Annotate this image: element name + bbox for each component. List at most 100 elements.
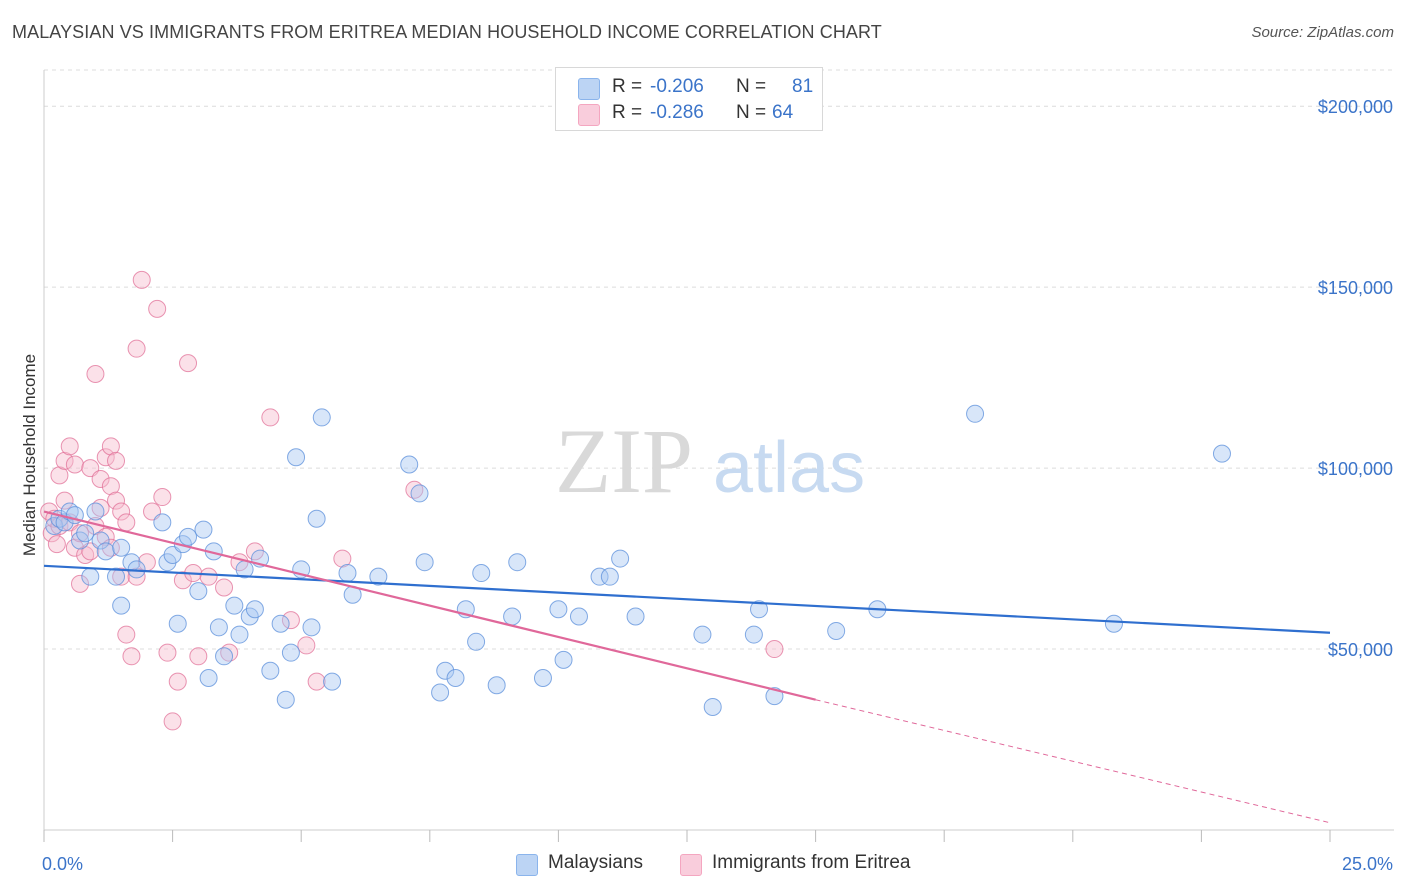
eritrea-point (117, 625, 136, 644)
eritrea-point (307, 672, 326, 691)
x-tick-label: 0.0% (42, 854, 83, 874)
malaysian-point (827, 621, 846, 640)
eritrea-trend-line (43, 510, 816, 701)
eritrea-point (47, 535, 66, 554)
watermark-atlas: atlas (713, 428, 865, 508)
malaysian-point (400, 455, 419, 474)
eritrea-point (55, 491, 74, 510)
eritrea-point (127, 339, 146, 358)
eritrea-point (158, 643, 177, 662)
eritrea-point (220, 643, 239, 662)
eritrea-point (405, 480, 424, 499)
malaysian-point (302, 618, 321, 637)
malaysian-point (410, 484, 429, 503)
malaysian-point (112, 596, 131, 615)
eritrea-point (42, 524, 61, 543)
malaysian-point (323, 672, 342, 691)
eritrea-point (132, 270, 151, 289)
bottom-legend-label-eritrea: Immigrants from Eritrea (712, 852, 911, 873)
eritrea-point (96, 527, 115, 546)
eritrea-point (96, 448, 115, 467)
malaysian-point (76, 524, 95, 543)
malaysian-point (554, 650, 573, 669)
eritrea-point (101, 538, 120, 557)
trend-lines (43, 510, 1331, 824)
malaysian-point (91, 531, 110, 550)
malaysian-point (281, 643, 300, 662)
malaysian-point (86, 502, 105, 521)
legend-n-value: 64 (772, 102, 794, 123)
malaysian-point (487, 676, 506, 695)
y-tick-label: $50,000 (1328, 640, 1393, 660)
stats-legend: R = -0.206 N = 81 R = -0.286 N = 64 (555, 67, 823, 131)
eritrea-point (60, 437, 79, 456)
malaysian-point (96, 542, 115, 561)
eritrea-trend-extension (815, 699, 1331, 824)
eritrea-point (117, 513, 136, 532)
malaysian-point (446, 669, 465, 687)
malaysian-point (194, 520, 213, 539)
malaysian-point (107, 567, 126, 586)
eritrea-point (173, 571, 192, 590)
legend-r-label: R = (612, 76, 643, 97)
eritrea-point (91, 469, 110, 488)
malaysian-point (693, 625, 712, 644)
malaysian-point (153, 513, 172, 532)
eritrea-point (189, 647, 208, 666)
malaysian-point (276, 690, 295, 709)
malaysian-point (287, 448, 306, 467)
series-malaysians-points (45, 404, 1231, 716)
eritrea-point (281, 611, 300, 630)
eritrea-point (127, 567, 146, 586)
eritrea-point (168, 672, 187, 691)
eritrea-point (163, 712, 182, 731)
malaysian-point (467, 632, 486, 651)
malaysian-point (338, 564, 357, 583)
eritrea-point (148, 299, 167, 318)
malaysian-point (472, 564, 491, 583)
legend-n-label: N = (736, 102, 767, 123)
x-tick-label: 25.0% (1342, 854, 1393, 874)
legend-swatch-eritrea (578, 104, 600, 126)
malaysian-point (1212, 444, 1231, 463)
y-tick-label: $100,000 (1318, 459, 1393, 479)
malaysian-point (590, 567, 609, 586)
malaysian-point (199, 669, 218, 687)
malaysian-point (415, 553, 434, 572)
malaysian-point (750, 600, 769, 619)
malaysians-trend-line (43, 564, 1331, 634)
malaysian-point (245, 600, 264, 619)
legend-r-value: -0.286 (650, 102, 704, 123)
eritrea-point (333, 549, 352, 568)
eritrea-point (76, 545, 95, 564)
eritrea-point (199, 567, 218, 586)
malaysian-point (626, 607, 645, 626)
malaysian-point (112, 538, 131, 557)
eritrea-point (765, 640, 784, 659)
legend-r-label: R = (612, 102, 643, 123)
watermark-zip: ZIP (555, 410, 693, 512)
axes (43, 70, 1394, 842)
malaysian-point (744, 625, 763, 644)
source-label: Source: ZipAtlas.com (1251, 24, 1394, 41)
malaysian-point (508, 553, 527, 572)
eritrea-point (112, 502, 131, 521)
legend-n-value: 81 (792, 76, 814, 97)
malaysian-point (436, 661, 455, 680)
eritrea-point (107, 491, 126, 510)
chart-title: MALAYSIAN VS IMMIGRANTS FROM ERITREA MED… (12, 22, 882, 42)
axis-labels: $50,000 $100,000 $150,000 $200,000 0.0% 25.0%… (20, 97, 1393, 874)
malaysian-point (966, 404, 985, 423)
malaysian-point (533, 669, 552, 687)
malaysian-point (225, 596, 244, 615)
malaysian-point (179, 527, 198, 546)
legend-r-value: -0.206 (650, 76, 704, 97)
malaysian-point (307, 509, 326, 528)
eritrea-point (153, 488, 172, 507)
malaysian-point (703, 697, 722, 716)
malaysian-point (312, 408, 331, 427)
malaysian-point (168, 614, 187, 633)
bottom-legend-label-malaysians: Malaysians (548, 852, 644, 873)
malaysian-point (549, 600, 568, 619)
